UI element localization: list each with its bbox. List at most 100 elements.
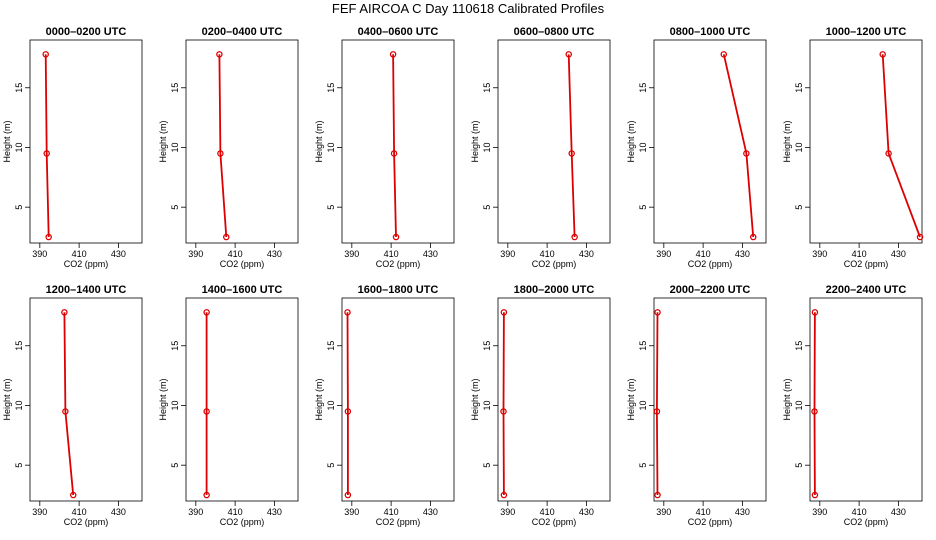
panel-5: 1000–1200 UTC 390 410 430 5 10 15 CO2 (ppm) Heig… [782,26,924,269]
data-point [811,408,818,415]
x-axis-label: CO2 (ppm) [64,259,109,269]
y-tick-label: 15 [14,83,24,93]
panel-title: 1000–1200 UTC [826,26,907,38]
panel-title: 0000–0200 UTC [46,26,127,38]
x-axis-label: CO2 (ppm) [532,259,577,269]
plot-frame [185,39,299,244]
panel-title: 2200–2400 UTC [826,284,907,296]
profile-line [392,54,397,238]
x-axis-label: CO2 (ppm) [220,259,265,269]
y-axis-label: Height (m) [626,120,636,162]
y-tick-label: 15 [170,83,180,93]
plot-frame [809,297,923,502]
y-tick-label: 10 [14,400,24,410]
x-axis-label: CO2 (ppm) [844,517,889,527]
plot-frame [653,39,767,244]
x-tick-label: 410 [696,507,711,517]
y-tick-label: 15 [794,83,804,93]
x-tick-label: 390 [500,507,515,517]
x-tick-label: 390 [32,507,47,517]
x-axis-label: CO2 (ppm) [688,517,733,527]
x-tick-label: 430 [267,249,282,259]
x-axis-label: CO2 (ppm) [688,259,733,269]
y-tick-label: 15 [638,83,648,93]
data-point [203,491,210,499]
y-axis-label: Height (m) [470,120,480,162]
y-tick-label: 10 [638,142,648,152]
profile-line [218,54,228,238]
x-tick-label: 410 [384,249,399,259]
x-tick-label: 430 [579,507,594,517]
x-tick-label: 410 [72,249,87,259]
data-point [389,51,397,58]
y-tick-label: 10 [482,142,492,152]
x-tick-label: 410 [72,507,87,517]
x-tick-label: 430 [735,507,750,517]
profile-line [881,54,921,238]
y-tick-label: 5 [638,463,648,468]
y-tick-label: 15 [170,341,180,351]
x-tick-label: 390 [344,249,359,259]
data-point [654,491,661,499]
plot-frame [497,297,611,502]
x-tick-label: 430 [891,249,906,259]
x-axis-label: CO2 (ppm) [532,517,577,527]
panel-title: 0200–0400 UTC [202,26,283,38]
plot-frame [29,297,143,502]
y-tick-label: 10 [794,400,804,410]
x-tick-label: 430 [891,507,906,517]
y-tick-label: 15 [482,341,492,351]
panel-9: 1800–2000 UTC 390 410 430 5 10 15 CO2 (ppm) Heig… [470,284,611,527]
x-tick-label: 430 [423,249,438,259]
panel-4: 0800–1000 UTC 390 410 430 5 10 15 CO2 (ppm) Heig… [626,26,767,269]
y-tick-label: 15 [326,83,336,93]
data-point [390,150,398,157]
profile-line [722,54,755,238]
data-point [61,309,68,316]
panel-7: 1400–1600 UTC 390 410 430 5 10 15 CO2 (ppm) Heig… [158,284,299,527]
panel-0: 0000–0200 UTC 390 410 430 5 10 15 CO2 (ppm) Heig… [2,26,143,269]
y-tick-label: 5 [14,205,24,210]
y-tick-label: 5 [482,205,492,210]
data-point [653,408,661,415]
x-axis-label: CO2 (ppm) [64,517,109,527]
y-axis-label: Height (m) [314,378,324,420]
figure-title: FEF AIRCOA C Day 110618 Calibrated Profi… [332,1,605,16]
y-tick-label: 5 [326,205,336,210]
panel-title: 2000–2200 UTC [670,284,751,296]
panel-1: 0200–0400 UTC 390 410 430 5 10 15 CO2 (ppm) Heig… [158,26,299,269]
data-point [811,491,819,499]
data-point [62,408,69,415]
data-point [203,309,210,316]
x-tick-label: 390 [500,249,515,259]
data-point [879,51,886,58]
x-tick-label: 410 [228,507,243,517]
panel-3: 0600–0800 UTC 390 410 430 5 10 15 CO2 (ppm) Heig… [470,26,611,269]
profile-line [656,312,659,496]
y-tick-label: 10 [482,400,492,410]
data-point [743,150,750,157]
y-tick-label: 15 [482,83,492,93]
data-point [568,150,575,157]
data-point [749,233,757,241]
y-tick-label: 15 [794,341,804,351]
data-point [885,150,892,157]
profile-line [44,54,50,238]
x-tick-label: 410 [852,507,867,517]
y-axis-label: Height (m) [158,378,168,420]
x-tick-label: 410 [540,249,555,259]
y-tick-label: 5 [14,463,24,468]
data-point [811,309,819,316]
data-point [42,51,49,58]
profile-line [63,312,75,496]
y-tick-label: 10 [14,142,24,152]
panel-title: 0400–0600 UTC [358,26,439,38]
plot-frame [809,39,923,244]
y-tick-label: 5 [638,205,648,210]
y-axis-label: Height (m) [314,120,324,162]
panel-title: 1600–1800 UTC [358,284,439,296]
y-tick-label: 5 [794,463,804,468]
data-point [69,491,77,499]
data-point [500,408,507,415]
